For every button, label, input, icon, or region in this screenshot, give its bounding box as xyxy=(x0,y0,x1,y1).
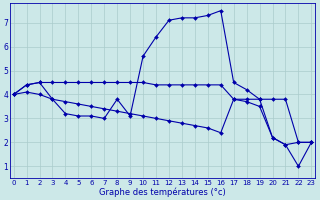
X-axis label: Graphe des températures (°c): Graphe des températures (°c) xyxy=(99,187,226,197)
